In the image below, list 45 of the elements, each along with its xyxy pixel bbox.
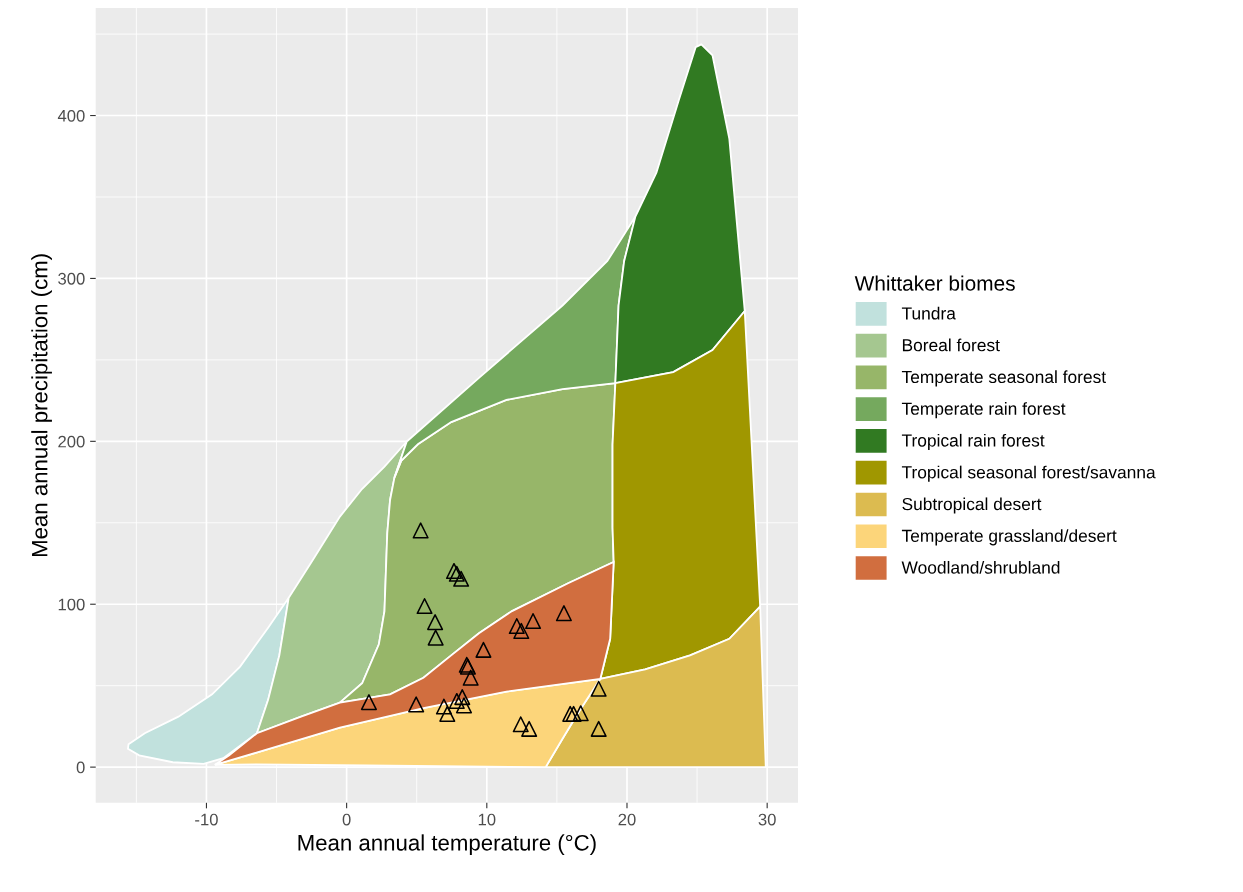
y-tick-label: 300	[58, 272, 85, 285]
legend-label: Temperate grassland/desert	[901, 529, 1117, 546]
x-tick-label: 0	[342, 813, 351, 826]
point	[412, 522, 429, 539]
point	[521, 720, 538, 737]
point	[360, 694, 377, 711]
y-tick-label: 200	[58, 435, 85, 448]
point	[508, 618, 525, 635]
point	[512, 716, 529, 733]
point	[448, 692, 465, 710]
x-axis-title: Mean annual temperature (°C)	[298, 834, 596, 856]
legend-label: Tundra	[901, 306, 956, 320]
point	[555, 605, 572, 622]
point	[427, 614, 444, 631]
point	[525, 612, 542, 630]
point	[455, 697, 473, 714]
point	[572, 705, 589, 722]
point	[590, 680, 607, 697]
x-tick-label: -10	[195, 813, 218, 826]
legend-title: Whittaker biomes	[854, 275, 1015, 291]
legend-label: Woodland/shrubland	[901, 560, 1060, 574]
point	[453, 570, 470, 587]
x-tick-label: 30	[758, 813, 776, 826]
point	[427, 629, 444, 646]
point	[416, 597, 433, 615]
x-tick-label: 10	[478, 813, 496, 826]
y-tick-label: 100	[58, 598, 85, 611]
legend-label: Tropical rain forest	[901, 433, 1045, 451]
x-tick-label: 20	[618, 813, 636, 826]
point	[475, 641, 492, 658]
point	[513, 622, 530, 639]
legend-label: Temperate seasonal forest	[901, 370, 1106, 387]
y-tick-label: 0	[76, 761, 85, 774]
legend-label: Tropical seasonal forest/savanna	[901, 465, 1156, 482]
y-tick-label: 400	[57, 109, 85, 122]
point	[454, 689, 471, 706]
point	[462, 669, 479, 686]
point	[590, 720, 607, 737]
legend-label: Boreal forest	[902, 338, 1000, 352]
point	[439, 705, 456, 722]
y-axis-title: Mean annual precipitation (cm)	[31, 254, 52, 557]
legend-label: Temperate rain forest	[901, 402, 1066, 419]
legend-label: Subtropical desert	[902, 497, 1042, 514]
point	[435, 698, 452, 715]
point	[408, 696, 425, 713]
